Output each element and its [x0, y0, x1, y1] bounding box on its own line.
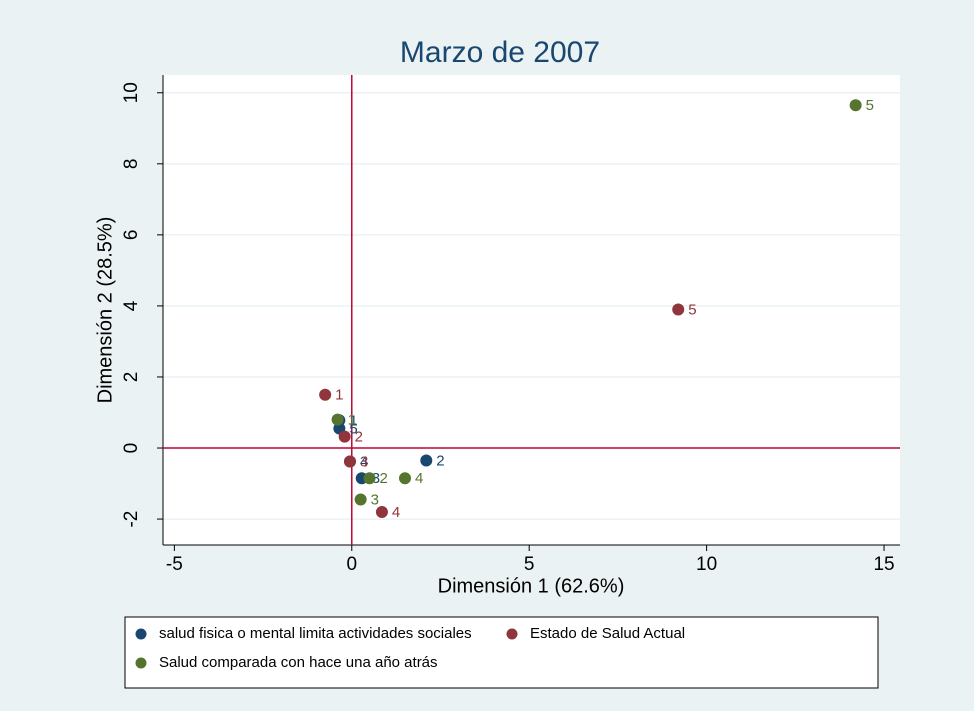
point-label: 3 — [360, 453, 368, 470]
plot-area — [163, 75, 900, 545]
point — [420, 454, 433, 467]
point — [354, 493, 367, 506]
legend-marker — [506, 628, 518, 640]
point-label: 5 — [688, 301, 696, 318]
legend-marker — [135, 657, 147, 669]
legend-label: Salud comparada con hace una año atrás — [159, 654, 438, 671]
point — [399, 472, 411, 485]
point-label: 2 — [380, 470, 388, 487]
y-tick-label: 2 — [121, 372, 142, 383]
point-label: 3 — [372, 470, 380, 487]
y-tick-label: 4 — [121, 300, 142, 311]
x-tick-label: 5 — [524, 554, 535, 575]
y-tick-label: 8 — [121, 159, 142, 170]
point-label: 1 — [349, 412, 357, 429]
x-tick-label: 0 — [346, 554, 357, 575]
x-tick-label: 15 — [873, 554, 894, 575]
point — [849, 99, 862, 112]
y-tick-label: 0 — [121, 443, 142, 454]
y-axis-title: Dimensión 2 (28.5%) — [94, 217, 116, 404]
point — [344, 455, 356, 468]
point-label: 5 — [349, 420, 357, 437]
point-label: 1 — [335, 387, 343, 404]
point-label: 4 — [415, 470, 423, 487]
y-tick-label: 6 — [121, 230, 142, 241]
x-tick-label: 10 — [696, 554, 717, 575]
legend-marker — [135, 628, 147, 640]
point — [331, 413, 344, 426]
x-tick-label: -5 — [166, 554, 183, 575]
y-tick-label: -2 — [121, 511, 142, 528]
point — [363, 472, 376, 485]
point-label: 5 — [866, 97, 874, 114]
point — [672, 303, 685, 316]
y-tick-label: 10 — [121, 82, 142, 103]
point-label: 4 — [392, 504, 400, 521]
legend-label: Estado de Salud Actual — [530, 625, 685, 642]
point — [319, 388, 332, 401]
x-axis-title: Dimensión 1 (62.6%) — [438, 575, 625, 597]
point — [338, 430, 351, 443]
point-label: 3 — [371, 491, 379, 508]
point — [375, 505, 388, 518]
point-label: 1 — [348, 412, 356, 429]
legend-box — [124, 616, 879, 689]
legend-label: salud fisica o mental limita actividades… — [159, 625, 472, 642]
chart-title: Marzo de 2007 — [400, 36, 600, 69]
point-label: 4 — [360, 453, 368, 470]
point-label: 2 — [355, 429, 363, 446]
point-label: 2 — [436, 452, 444, 469]
